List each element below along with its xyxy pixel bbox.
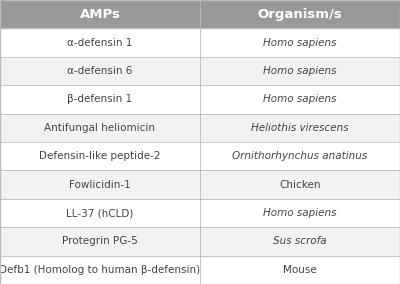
Bar [200,170,400,199]
Bar [0,114,200,142]
Bar [200,0,400,28]
Text: Ornithorhynchus anatinus: Ornithorhynchus anatinus [232,151,368,161]
Bar [0,28,200,57]
Text: α-defensin 6: α-defensin 6 [67,66,133,76]
Text: α-defensin 1: α-defensin 1 [67,37,133,48]
Text: LL-37 (hCLD): LL-37 (hCLD) [66,208,134,218]
Bar [0,199,200,227]
Text: Mouse: Mouse [283,265,317,275]
Text: Homo sapiens: Homo sapiens [263,37,337,48]
Text: Homo sapiens: Homo sapiens [263,208,337,218]
Text: Heliothis virescens: Heliothis virescens [251,123,349,133]
Text: Fowlicidin-1: Fowlicidin-1 [69,179,131,190]
Bar [200,57,400,85]
Bar [0,170,200,199]
Bar [0,57,200,85]
Text: Sus scrofa: Sus scrofa [273,236,327,247]
Text: β-defensin 1: β-defensin 1 [68,94,132,105]
Bar [0,227,200,256]
Bar [200,28,400,57]
Bar [0,142,200,170]
Bar [200,256,400,284]
Text: Defb1 (Homolog to human β-defensin): Defb1 (Homolog to human β-defensin) [0,265,200,275]
Bar [200,142,400,170]
Bar [0,85,200,114]
Text: Antifungal heliomicin: Antifungal heliomicin [44,123,156,133]
Text: AMPs: AMPs [80,8,120,21]
Text: Defensin-like peptide-2: Defensin-like peptide-2 [39,151,161,161]
Text: Protegrin PG-5: Protegrin PG-5 [62,236,138,247]
Text: Homo sapiens: Homo sapiens [263,94,337,105]
Text: Homo sapiens: Homo sapiens [263,66,337,76]
Bar [200,227,400,256]
Text: Organism/s: Organism/s [258,8,342,21]
Bar [200,199,400,227]
Text: Chicken: Chicken [279,179,321,190]
Bar [200,114,400,142]
Bar [200,85,400,114]
Bar [0,256,200,284]
Bar [0,0,200,28]
